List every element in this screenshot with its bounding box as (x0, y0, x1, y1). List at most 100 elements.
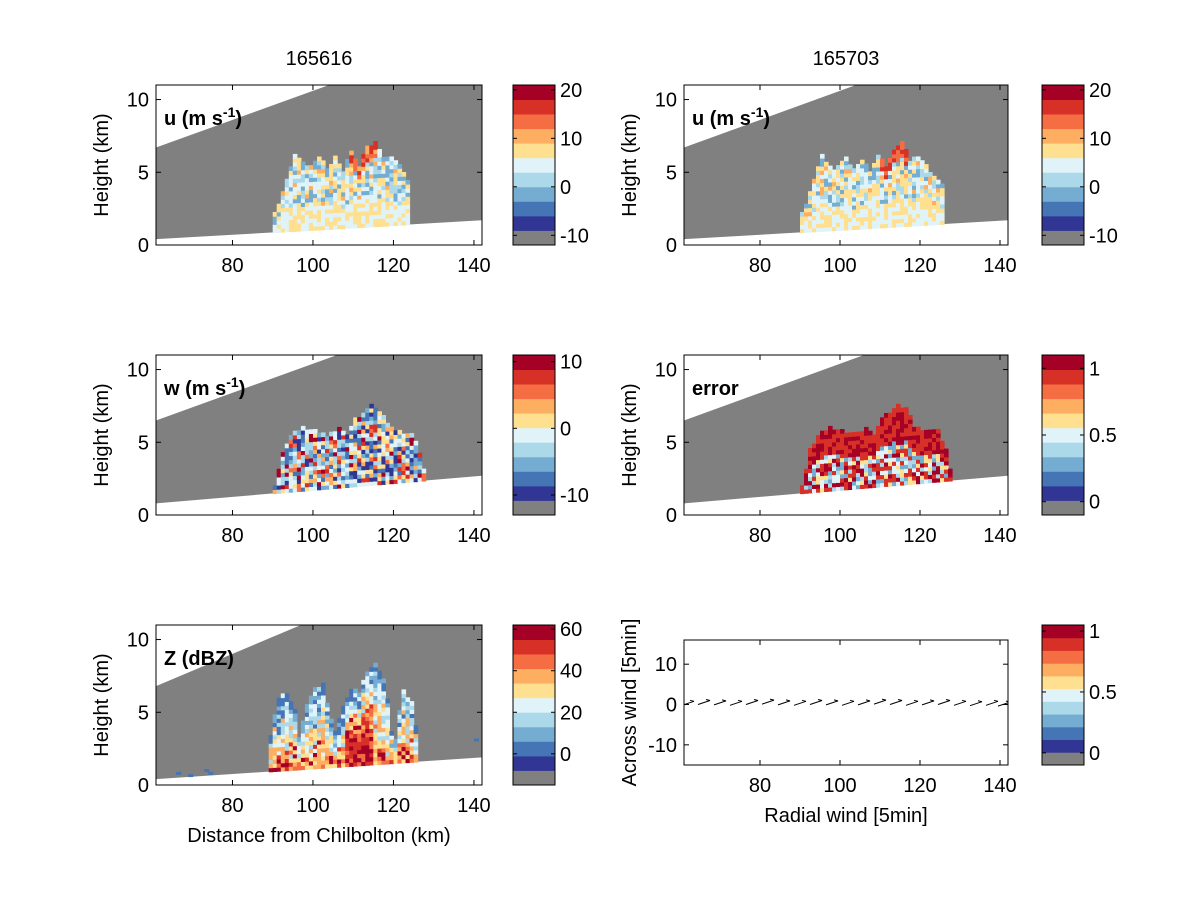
colorbar-swatch (513, 442, 555, 458)
y-tick-label: 5 (666, 432, 677, 454)
wind-arrow (761, 699, 775, 705)
x-tick-label: 100 (823, 775, 856, 797)
wind-arrow (937, 700, 951, 705)
axes-frame (155, 624, 483, 786)
colorbar-swatch (1042, 398, 1084, 414)
wind-arrow (684, 700, 695, 706)
axes-frame (155, 354, 483, 516)
x-tick-label: 80 (749, 775, 771, 797)
colorbar-swatch (513, 712, 555, 728)
y-tick-label: 5 (138, 702, 149, 724)
x-tick-label: 120 (377, 525, 410, 547)
colorbar-swatch (1042, 384, 1084, 400)
y-axis-label: Height (km) (91, 383, 113, 486)
y-tick-label: 5 (138, 162, 149, 184)
echo-field (800, 403, 953, 495)
colorbar-swatch (513, 500, 555, 516)
colorbar-swatch (1042, 456, 1084, 472)
colorbar-swatch (513, 143, 555, 159)
colorbar-tick-label: 0.5 (1089, 425, 1117, 447)
wind-arrow (921, 700, 935, 706)
colorbar-swatch (513, 128, 555, 144)
y-tick-label: 0 (138, 775, 149, 797)
wind-arrow (713, 700, 727, 706)
variable-label: w (m s-1) (163, 374, 245, 400)
axes-frame (683, 354, 1009, 516)
x-tick-label: 100 (296, 255, 329, 277)
colorbar-tick-label: 0.5 (1089, 682, 1117, 704)
colorbar-swatch (1042, 369, 1084, 385)
wind-arrow (825, 700, 839, 706)
colorbar-swatch (513, 398, 555, 414)
colorbar-tick-label: 40 (560, 661, 582, 683)
colorbar-swatch (513, 186, 555, 202)
echo-field (176, 662, 479, 778)
x-tick-label: 80 (749, 525, 771, 547)
y-tick-label: 10 (655, 654, 677, 676)
colorbar-swatch (513, 471, 555, 487)
y-tick-label: 10 (127, 630, 149, 652)
colorbar-swatch (513, 230, 555, 246)
colorbar-swatch (513, 741, 555, 757)
wind-arrow (889, 700, 903, 705)
colorbar: 20 10 0 -10 (1041, 80, 1118, 247)
y-tick-label: 10 (127, 90, 149, 112)
wind-arrow (953, 700, 967, 706)
x-tick-label: 120 (377, 795, 410, 817)
colorbar: 60 40 20 0 (512, 619, 582, 786)
colorbar-tick-label: 0 (1089, 177, 1100, 199)
colorbar-swatch (513, 114, 555, 130)
colorbar-tick-label: 0 (560, 177, 571, 199)
x-tick-label: 120 (903, 525, 936, 547)
axes-frame (683, 639, 1009, 766)
colorbar-swatch (1042, 701, 1084, 715)
colorbar-swatch (1042, 739, 1084, 753)
colorbar-swatch (1042, 726, 1084, 740)
colorbar-swatch (513, 726, 555, 742)
colorbar-swatch (1042, 143, 1084, 159)
colorbar-swatch (1042, 128, 1084, 144)
x-tick-label: 100 (823, 255, 856, 277)
colorbar-swatch (1042, 485, 1084, 501)
colorbar: 10.50 (1041, 354, 1117, 516)
colorbar-tick-label: 0 (560, 418, 571, 440)
y-tick-label: 10 (655, 90, 677, 112)
colorbar-swatch (1042, 85, 1084, 100)
colorbar-swatch (1042, 172, 1084, 188)
x-tick-label: 140 (983, 255, 1016, 277)
colorbar-tick-label: 10 (560, 128, 582, 150)
colorbar-swatch (1042, 688, 1084, 702)
axes-frame (683, 84, 1009, 246)
colorbar-swatch (513, 99, 555, 115)
y-axis-label: Across wind [5min] (619, 619, 641, 787)
colorbar-swatch (513, 384, 555, 400)
colorbar-swatch (1042, 114, 1084, 130)
echo-field (272, 141, 411, 233)
wind-arrow (985, 700, 999, 706)
plot-area (684, 640, 1008, 765)
x-tick-label: 120 (903, 255, 936, 277)
panel-title: 165703 (813, 48, 880, 70)
wind-arrow (729, 700, 743, 706)
panel-Z: 80 100 120 140 0 5 10 Height (km) Distance from … (91, 619, 582, 847)
variable-label: Z (dBZ) (164, 648, 234, 670)
colorbar-tick-label: 0 (1089, 743, 1100, 765)
colorbar-swatch (1042, 215, 1084, 231)
variable-label: u (m s-1) (164, 104, 242, 130)
wind-arrow (969, 701, 983, 707)
x-tick-label: 140 (457, 795, 490, 817)
x-tick-label: 80 (221, 795, 243, 817)
x-axis-label: Distance from Chilbolton (km) (187, 825, 450, 847)
echo-field (272, 403, 427, 495)
colorbar-swatch (513, 369, 555, 385)
colorbar-tick-label: 60 (560, 619, 582, 641)
wind-arrow (697, 700, 711, 705)
y-tick-label: 5 (666, 162, 677, 184)
wind-arrow (905, 700, 919, 706)
colorbar-swatch (1042, 500, 1084, 516)
colorbar-swatch (1042, 201, 1084, 217)
y-axis-label: Height (km) (619, 383, 641, 486)
